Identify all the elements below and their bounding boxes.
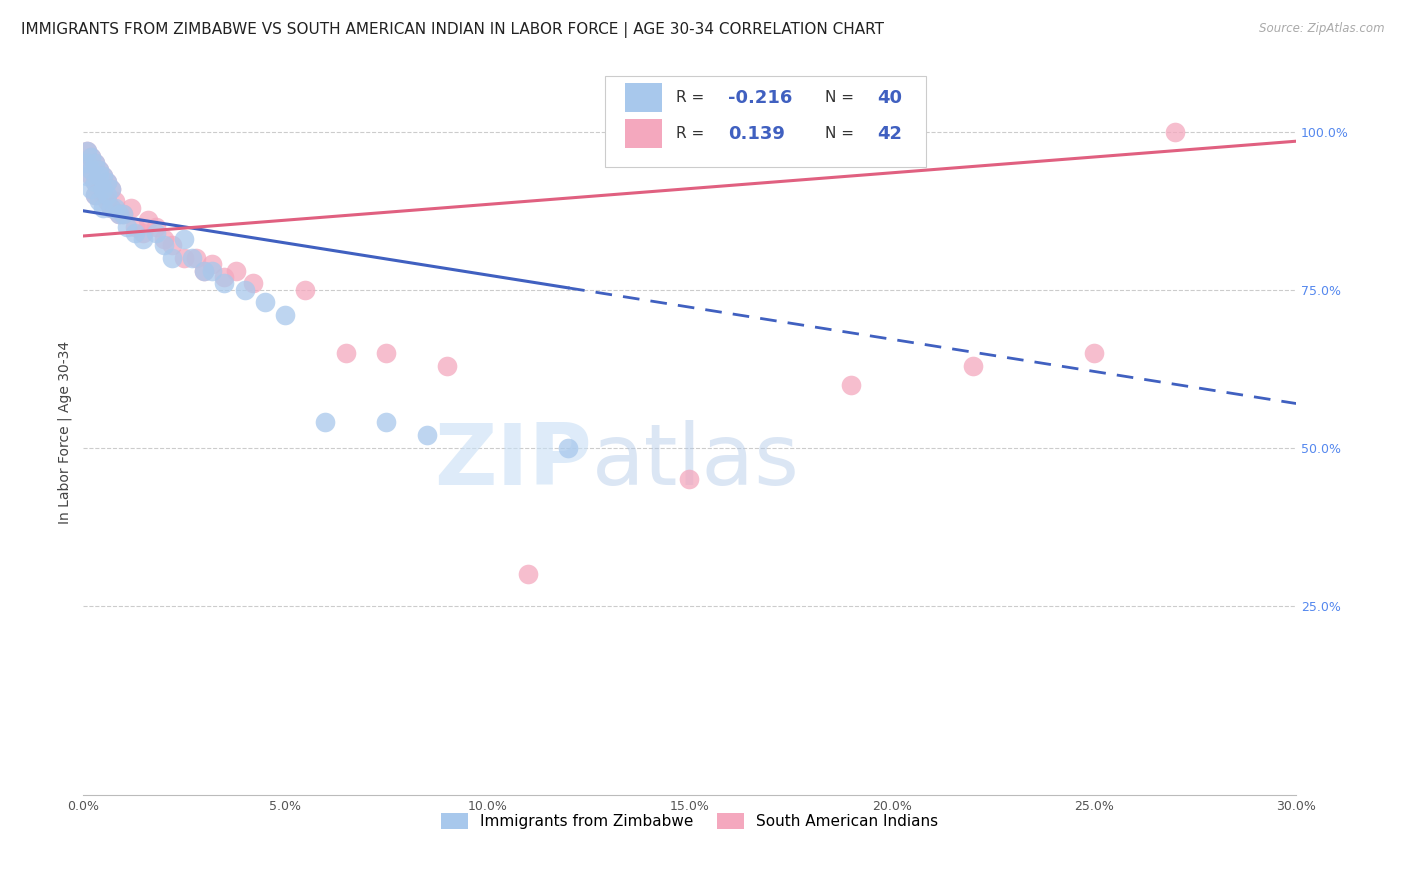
Point bbox=[108, 207, 131, 221]
Point bbox=[152, 232, 174, 246]
Point bbox=[173, 232, 195, 246]
Point bbox=[184, 251, 207, 265]
Point bbox=[314, 416, 336, 430]
Point bbox=[375, 346, 398, 360]
Point bbox=[557, 441, 579, 455]
Point bbox=[100, 201, 122, 215]
Point bbox=[84, 156, 107, 170]
Point bbox=[87, 169, 110, 183]
FancyBboxPatch shape bbox=[626, 83, 662, 112]
Text: atlas: atlas bbox=[592, 419, 800, 502]
Point bbox=[100, 181, 122, 195]
Point bbox=[160, 251, 183, 265]
Point bbox=[87, 162, 110, 177]
Point bbox=[136, 213, 159, 227]
Point bbox=[76, 144, 98, 158]
Text: R =: R = bbox=[676, 90, 709, 105]
Text: 0.139: 0.139 bbox=[728, 125, 785, 143]
Point bbox=[124, 219, 146, 234]
Point bbox=[294, 283, 316, 297]
Point bbox=[76, 156, 98, 170]
Point bbox=[80, 169, 103, 183]
Point bbox=[120, 201, 142, 215]
Point bbox=[91, 169, 114, 183]
Point bbox=[1083, 346, 1105, 360]
Point bbox=[839, 377, 862, 392]
Point bbox=[96, 194, 118, 209]
Point bbox=[152, 238, 174, 252]
FancyBboxPatch shape bbox=[605, 76, 927, 167]
Text: N =: N = bbox=[825, 127, 859, 142]
Text: -0.216: -0.216 bbox=[728, 88, 793, 107]
Point bbox=[375, 416, 398, 430]
Point bbox=[145, 219, 167, 234]
Point bbox=[181, 251, 204, 265]
Point bbox=[678, 472, 700, 486]
Point bbox=[112, 207, 135, 221]
Point bbox=[87, 181, 110, 195]
Point bbox=[87, 162, 110, 177]
Point bbox=[173, 251, 195, 265]
Text: ZIP: ZIP bbox=[434, 419, 592, 502]
Point bbox=[76, 144, 98, 158]
Point bbox=[76, 156, 98, 170]
Point bbox=[91, 181, 114, 195]
Point bbox=[242, 277, 264, 291]
Point bbox=[415, 428, 437, 442]
Point bbox=[100, 181, 122, 195]
Legend: Immigrants from Zimbabwe, South American Indians: Immigrants from Zimbabwe, South American… bbox=[434, 806, 945, 835]
Point bbox=[124, 226, 146, 240]
Point bbox=[214, 270, 236, 285]
Point bbox=[201, 264, 224, 278]
Point bbox=[84, 188, 107, 202]
Point bbox=[87, 194, 110, 209]
Point bbox=[145, 226, 167, 240]
FancyBboxPatch shape bbox=[626, 120, 662, 148]
Text: R =: R = bbox=[676, 127, 714, 142]
Point bbox=[91, 188, 114, 202]
Text: 42: 42 bbox=[877, 125, 903, 143]
Point bbox=[91, 169, 114, 183]
Point bbox=[132, 232, 155, 246]
Point bbox=[225, 264, 247, 278]
Point bbox=[84, 175, 107, 189]
Point bbox=[84, 188, 107, 202]
Point bbox=[96, 175, 118, 189]
Point bbox=[132, 226, 155, 240]
Text: 40: 40 bbox=[877, 88, 903, 107]
Point bbox=[80, 181, 103, 195]
Point bbox=[84, 156, 107, 170]
Point bbox=[80, 162, 103, 177]
Point bbox=[253, 295, 276, 310]
Text: N =: N = bbox=[825, 90, 859, 105]
Point bbox=[117, 219, 139, 234]
Point bbox=[193, 264, 215, 278]
Point bbox=[104, 194, 127, 209]
Text: Source: ZipAtlas.com: Source: ZipAtlas.com bbox=[1260, 22, 1385, 36]
Point bbox=[96, 188, 118, 202]
Point bbox=[104, 201, 127, 215]
Point bbox=[214, 277, 236, 291]
Point bbox=[962, 359, 984, 373]
Point bbox=[91, 201, 114, 215]
Point bbox=[100, 201, 122, 215]
Point bbox=[233, 283, 256, 297]
Point bbox=[108, 207, 131, 221]
Point bbox=[335, 346, 357, 360]
Point bbox=[193, 264, 215, 278]
Text: IMMIGRANTS FROM ZIMBABWE VS SOUTH AMERICAN INDIAN IN LABOR FORCE | AGE 30-34 COR: IMMIGRANTS FROM ZIMBABWE VS SOUTH AMERIC… bbox=[21, 22, 884, 38]
Point bbox=[274, 308, 297, 322]
Point bbox=[516, 567, 538, 582]
Point bbox=[80, 150, 103, 164]
Point bbox=[1164, 125, 1187, 139]
Point bbox=[80, 150, 103, 164]
Point bbox=[201, 257, 224, 271]
Point bbox=[96, 175, 118, 189]
Point bbox=[160, 238, 183, 252]
Point bbox=[436, 359, 458, 373]
Point bbox=[76, 169, 98, 183]
Point bbox=[84, 175, 107, 189]
Y-axis label: In Labor Force | Age 30-34: In Labor Force | Age 30-34 bbox=[58, 341, 72, 524]
Point bbox=[112, 207, 135, 221]
